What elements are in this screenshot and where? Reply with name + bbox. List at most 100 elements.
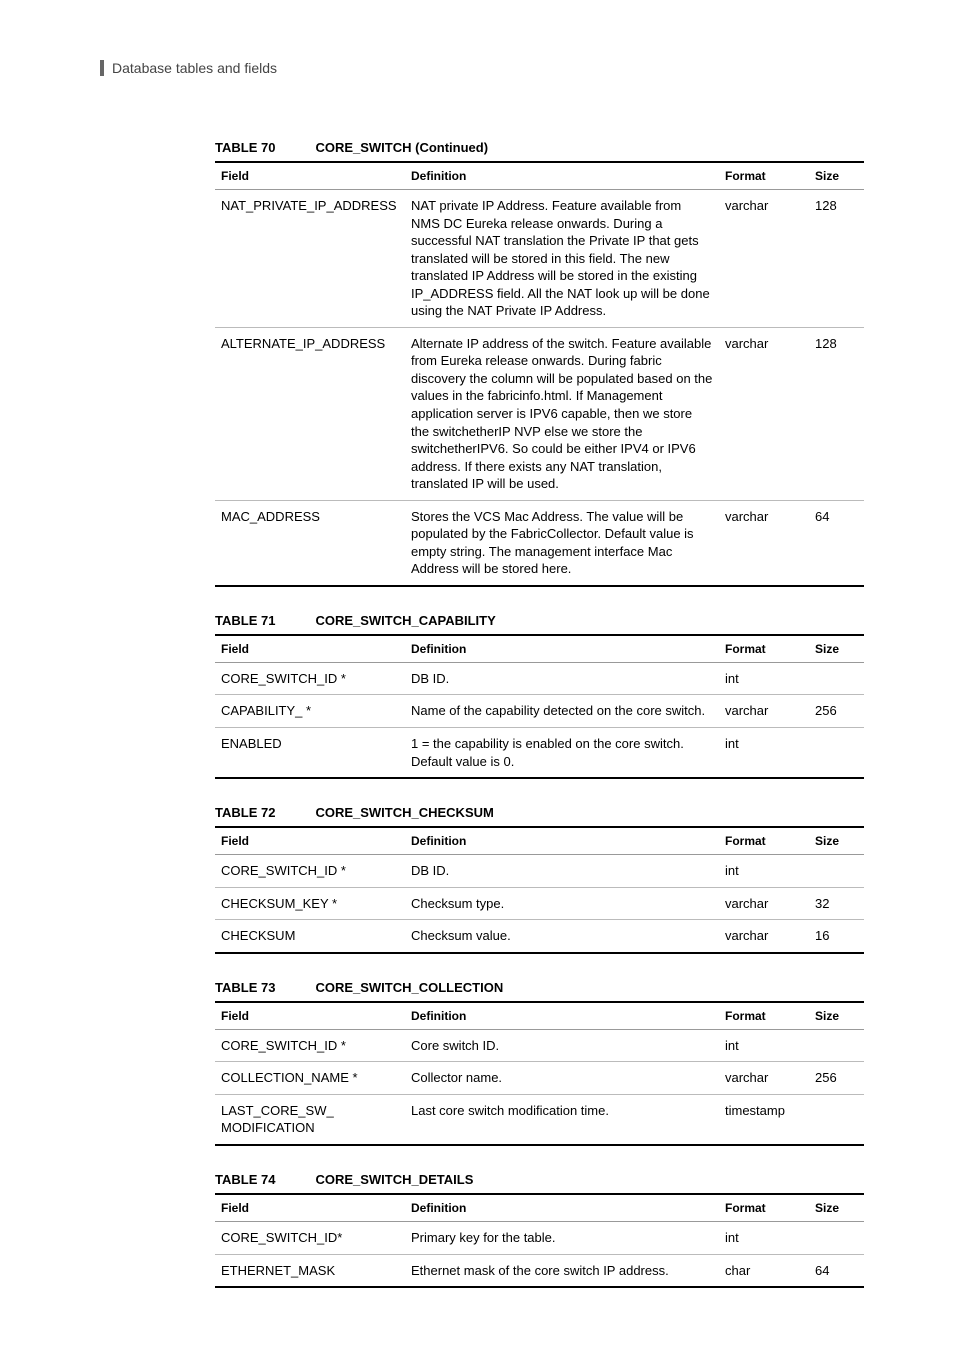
tables-container: TABLE 70CORE_SWITCH (Continued)FieldDefi… [100, 136, 864, 1288]
cell-size: 64 [809, 1254, 864, 1287]
cell-definition: Core switch ID. [405, 1029, 719, 1062]
cell-format: int [719, 855, 809, 888]
cell-size: 256 [809, 1062, 864, 1095]
table-row: ALTERNATE_IP_ADDRESSAlternate IP address… [215, 327, 864, 500]
cell-definition: 1 = the capability is enabled on the cor… [405, 728, 719, 779]
column-header-format: Format [719, 636, 809, 663]
table-title: TABLE 71 CORE_SWITCH_CAPABILITY [215, 609, 864, 636]
table-number: TABLE 72 [215, 805, 275, 820]
cell-field: ENABLED [215, 728, 405, 779]
cell-field: CORE_SWITCH_ID * [215, 1029, 405, 1062]
cell-format: varchar [719, 695, 809, 728]
table-block: TABLE 71 CORE_SWITCH_CAPABILITY FieldDefin… [215, 609, 864, 779]
cell-size: 32 [809, 887, 864, 920]
table-number: TABLE 71 [215, 613, 275, 628]
cell-size [809, 1221, 864, 1254]
table-row: CORE_SWITCH_ID *DB ID.int [215, 855, 864, 888]
table-block: TABLE 73 CORE_SWITCH_COLLECTION FieldDefin… [215, 976, 864, 1146]
cell-field: NAT_PRIVATE_IP_ADDRESS [215, 190, 405, 328]
cell-format: int [719, 1221, 809, 1254]
cell-size [809, 662, 864, 695]
column-header-field: Field [215, 1003, 405, 1030]
table-block: TABLE 74CORE_SWITCH_DETAILSFieldDefiniti… [215, 1168, 864, 1288]
table-name: CORE_SWITCH_CHECKSUM [315, 805, 493, 820]
table-name: CORE_SWITCH (Continued) [315, 140, 488, 155]
column-header-field: Field [215, 636, 405, 663]
column-header-definition: Definition [405, 1195, 719, 1222]
data-table: FieldDefinitionFormatSizeCORE_SWITCH_ID … [215, 828, 864, 954]
cell-definition: Last core switch modification time. [405, 1094, 719, 1145]
page-header: Database tables and fields [100, 60, 864, 76]
data-table: FieldDefinitionFormatSizeNAT_PRIVATE_IP_… [215, 163, 864, 587]
cell-field: LAST_CORE_SW_ MODIFICATION [215, 1094, 405, 1145]
table-row: CAPABILITY_ *Name of the capability dete… [215, 695, 864, 728]
column-header-format: Format [719, 1195, 809, 1222]
cell-size: 128 [809, 327, 864, 500]
cell-field: CHECKSUM [215, 920, 405, 953]
table-row: MAC_ADDRESSStores the VCS Mac Address. T… [215, 500, 864, 586]
cell-field: CORE_SWITCH_ID* [215, 1221, 405, 1254]
cell-field: MAC_ADDRESS [215, 500, 405, 586]
cell-field: CORE_SWITCH_ID * [215, 662, 405, 695]
table-number: TABLE 73 [215, 980, 275, 995]
cell-format: varchar [719, 327, 809, 500]
table-row: CORE_SWITCH_ID*Primary key for the table… [215, 1221, 864, 1254]
cell-format: varchar [719, 887, 809, 920]
table-row: ENABLED1 = the capability is enabled on … [215, 728, 864, 779]
column-header-size: Size [809, 828, 864, 855]
cell-definition: Checksum value. [405, 920, 719, 953]
cell-size: 64 [809, 500, 864, 586]
cell-definition: DB ID. [405, 662, 719, 695]
cell-definition: Collector name. [405, 1062, 719, 1095]
table-row: LAST_CORE_SW_ MODIFICATIONLast core swit… [215, 1094, 864, 1145]
table-name: CORE_SWITCH_DETAILS [315, 1172, 473, 1187]
cell-field: ETHERNET_MASK [215, 1254, 405, 1287]
column-header-size: Size [809, 1003, 864, 1030]
table-row: CORE_SWITCH_ID *Core switch ID.int [215, 1029, 864, 1062]
table-row: CORE_SWITCH_ID *DB ID.int [215, 662, 864, 695]
cell-format: int [719, 662, 809, 695]
cell-format: varchar [719, 1062, 809, 1095]
cell-format: char [719, 1254, 809, 1287]
cell-format: varchar [719, 920, 809, 953]
cell-format: int [719, 1029, 809, 1062]
cell-definition: Stores the VCS Mac Address. The value wi… [405, 500, 719, 586]
data-table: FieldDefinitionFormatSizeCORE_SWITCH_ID … [215, 636, 864, 779]
table-number: TABLE 70 [215, 140, 275, 155]
cell-format: varchar [719, 190, 809, 328]
cell-definition: NAT private IP Address. Feature availabl… [405, 190, 719, 328]
column-header-definition: Definition [405, 1003, 719, 1030]
column-header-definition: Definition [405, 163, 719, 190]
cell-format: int [719, 728, 809, 779]
table-row: ETHERNET_MASKEthernet mask of the core s… [215, 1254, 864, 1287]
table-title: TABLE 70 CORE_SWITCH (Continued) [215, 136, 864, 163]
table-title: TABLE 74 CORE_SWITCH_DETAILS [215, 1168, 864, 1195]
cell-definition: Name of the capability detected on the c… [405, 695, 719, 728]
cell-definition: Alternate IP address of the switch. Feat… [405, 327, 719, 500]
column-header-field: Field [215, 163, 405, 190]
table-number: TABLE 74 [215, 1172, 275, 1187]
cell-definition: DB ID. [405, 855, 719, 888]
data-table: FieldDefinitionFormatSizeCORE_SWITCH_ID … [215, 1003, 864, 1146]
column-header-size: Size [809, 1195, 864, 1222]
cell-format: timestamp [719, 1094, 809, 1145]
column-header-size: Size [809, 163, 864, 190]
cell-field: COLLECTION_NAME * [215, 1062, 405, 1095]
table-block: TABLE 72 CORE_SWITCH_CHECKSUM FieldDefinit… [215, 801, 864, 954]
cell-size: 16 [809, 920, 864, 953]
cell-size [809, 855, 864, 888]
cell-format: varchar [719, 500, 809, 586]
table-block: TABLE 70 CORE_SWITCH (Continued) FieldDefi… [215, 136, 864, 587]
cell-definition: Ethernet mask of the core switch IP addr… [405, 1254, 719, 1287]
cell-field: CORE_SWITCH_ID * [215, 855, 405, 888]
cell-size [809, 728, 864, 779]
column-header-format: Format [719, 1003, 809, 1030]
cell-size: 256 [809, 695, 864, 728]
table-row: NAT_PRIVATE_IP_ADDRESSNAT private IP Add… [215, 190, 864, 328]
table-name: CORE_SWITCH_COLLECTION [315, 980, 503, 995]
table-title: TABLE 73 CORE_SWITCH_COLLECTION [215, 976, 864, 1003]
cell-definition: Primary key for the table. [405, 1221, 719, 1254]
table-name: CORE_SWITCH_CAPABILITY [315, 613, 495, 628]
table-row: COLLECTION_NAME *Collector name.varchar2… [215, 1062, 864, 1095]
table-title: TABLE 72 CORE_SWITCH_CHECKSUM [215, 801, 864, 828]
